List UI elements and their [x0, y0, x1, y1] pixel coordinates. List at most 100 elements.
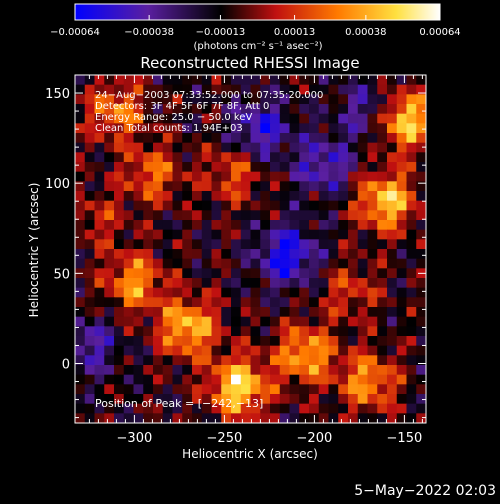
heatmap-cell [201, 345, 213, 356]
heatmap-cell [162, 162, 174, 173]
heatmap-cell [211, 152, 222, 163]
heatmap-cell [338, 307, 349, 318]
heatmap-cell [250, 307, 261, 318]
heatmap-cell [406, 162, 417, 173]
heatmap-cell [250, 162, 261, 173]
heatmap-cell [94, 355, 105, 366]
heatmap-cell [201, 162, 213, 173]
heatmap-cell [279, 94, 291, 105]
heatmap-cell [328, 316, 339, 327]
heatmap-cell [172, 123, 183, 134]
heatmap-cell [172, 152, 183, 163]
heatmap-cell [270, 181, 281, 192]
heatmap-cell [299, 220, 310, 231]
heatmap-cell [260, 326, 271, 337]
heatmap-cell [211, 336, 222, 347]
heatmap-cell [153, 94, 164, 105]
heatmap-cell [318, 316, 330, 327]
heatmap-cell [201, 84, 213, 95]
heatmap-cell [143, 345, 154, 356]
heatmap-cell [289, 220, 300, 231]
heatmap-cell [309, 239, 320, 250]
heatmap-cell [270, 316, 281, 327]
heatmap-cell [201, 142, 213, 153]
heatmap-cell [172, 384, 183, 395]
heatmap-cell [123, 365, 135, 376]
heatmap-cell [348, 84, 359, 95]
heatmap-cell [114, 113, 125, 124]
heatmap-cell [221, 133, 232, 144]
heatmap-cell [250, 152, 261, 163]
heatmap-cell [75, 181, 86, 192]
heatmap-cell [133, 229, 144, 240]
heatmap-cell [84, 345, 96, 356]
heatmap-cell [104, 162, 115, 173]
heatmap-cell [84, 258, 96, 269]
heatmap-cell [162, 123, 174, 134]
heatmap-cell [133, 307, 144, 318]
heatmap-cell [416, 336, 426, 347]
heatmap-cell [114, 336, 125, 347]
heatmap-cell [250, 287, 261, 298]
heatmap-cell [240, 142, 252, 153]
heatmap-cell [279, 104, 291, 115]
heatmap-cell [270, 94, 281, 105]
heatmap-cell [328, 181, 339, 192]
heatmap-cell [260, 181, 271, 192]
heatmap-cell [133, 336, 144, 347]
heatmap-cell [309, 162, 320, 173]
heatmap-cell [201, 258, 213, 269]
heatmap-cell [299, 394, 310, 405]
annotation-block: 24−Aug−2003 07:33:52.000 to 07:35:20.000… [95, 90, 323, 134]
heatmap-cell [240, 297, 252, 308]
heatmap-cell [309, 220, 320, 231]
heatmap-cell [396, 171, 408, 182]
heatmap-cell [406, 181, 417, 192]
heatmap-cell [416, 394, 426, 405]
heatmap-cell [309, 384, 320, 395]
heatmap-cell [387, 210, 398, 221]
heatmap-cell [406, 278, 417, 289]
heatmap-cell [357, 374, 369, 385]
heatmap-cell [162, 394, 174, 405]
heatmap-cell [240, 113, 252, 124]
heatmap-cell [260, 84, 271, 95]
heatmap-cell [348, 297, 359, 308]
heatmap-cell [240, 316, 252, 327]
heatmap-cell [357, 384, 369, 395]
heatmap-cell [231, 133, 242, 144]
heatmap-cell [240, 200, 252, 211]
heatmap-cell [250, 210, 261, 221]
heatmap-cell [75, 394, 86, 405]
heatmap-cell [201, 200, 213, 211]
heatmap-cell [406, 113, 417, 124]
heatmap-cell [328, 268, 339, 279]
heatmap-cell [182, 142, 193, 153]
heatmap-cell [299, 104, 310, 115]
heatmap-cell [318, 326, 330, 337]
heatmap-cell [192, 307, 203, 318]
heatmap-cell [250, 249, 261, 260]
heatmap-cell [270, 133, 281, 144]
heatmap-cell [75, 229, 86, 240]
heatmap-cell [250, 113, 261, 124]
heatmap-cell [153, 307, 164, 318]
heatmap-cell [123, 133, 135, 144]
heatmap-cell [84, 152, 96, 163]
heatmap-cell [143, 287, 154, 298]
heatmap-cell [318, 249, 330, 260]
heatmap-cell [114, 307, 125, 318]
heatmap-cell [270, 249, 281, 260]
heatmap-cell [75, 287, 86, 298]
heatmap-cell [133, 220, 144, 231]
heatmap-cell [231, 249, 242, 260]
heatmap-cell [211, 171, 222, 182]
heatmap-cell [367, 287, 378, 298]
heatmap-cell [75, 84, 86, 95]
heatmap-cell [348, 336, 359, 347]
heatmap-cell [406, 152, 417, 163]
heatmap-cell [299, 210, 310, 221]
heatmap-cell [153, 200, 164, 211]
heatmap-cell [328, 394, 339, 405]
heatmap-cell [123, 123, 135, 134]
